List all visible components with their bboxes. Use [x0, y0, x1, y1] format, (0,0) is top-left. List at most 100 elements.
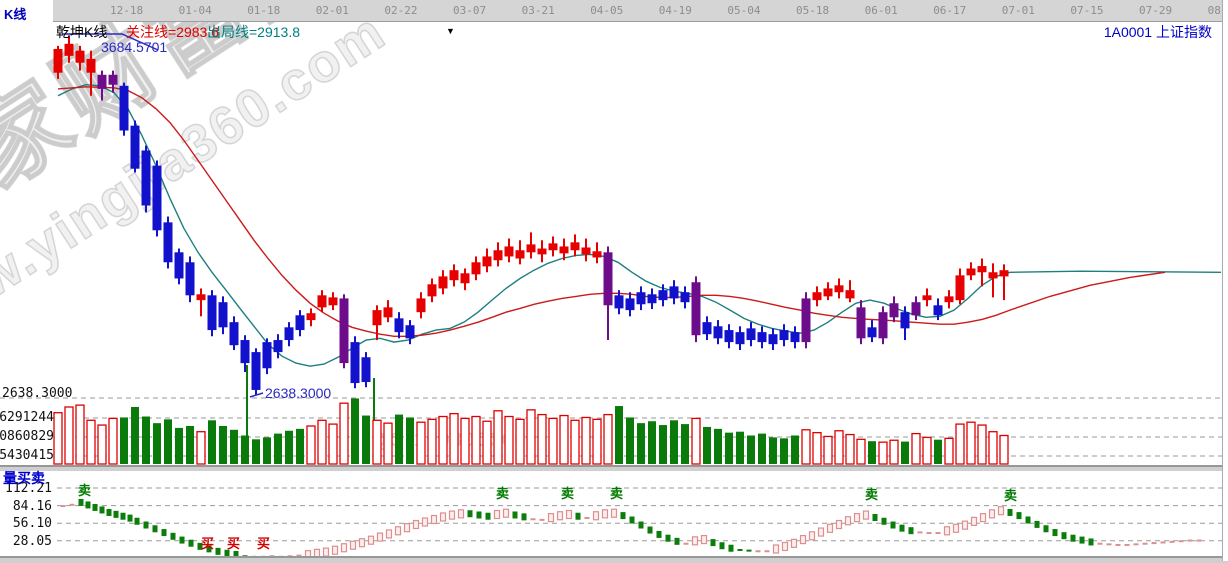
oscillator-dash: [1160, 541, 1166, 544]
oscillator-candle: [665, 534, 671, 542]
oscillator-candle: [961, 520, 969, 530]
candle-body: [438, 276, 448, 289]
right-scroll-strip[interactable]: [1222, 0, 1228, 561]
candle-body: [592, 251, 602, 258]
dropdown-marker-icon[interactable]: ▼: [446, 26, 455, 36]
buy-signal-label: 买: [257, 536, 271, 551]
volume-bar: [97, 424, 107, 465]
candle-body: [141, 150, 151, 206]
candle-body: [229, 322, 239, 346]
candle-body: [97, 74, 107, 89]
oscillator-candle: [485, 512, 491, 520]
volume-bar: [769, 437, 777, 464]
volume-bar: [812, 431, 822, 465]
volume-bar: [747, 435, 755, 464]
oscillator-axis-label: 112.21: [5, 481, 52, 496]
volume-bar: [351, 398, 359, 464]
candle-body: [262, 342, 272, 369]
oscillator-axis-label: 28.05: [12, 533, 52, 549]
volume-bar: [691, 417, 701, 465]
candle-body: [295, 315, 305, 331]
oscillator-candle: [620, 512, 626, 520]
oscillator-candle: [349, 540, 357, 550]
candle-body: [108, 74, 118, 85]
oscillator-dash: [69, 503, 75, 506]
oscillator-dash: [1187, 539, 1193, 542]
candle-body: [603, 252, 613, 306]
panel-separator: [0, 465, 1222, 471]
volume-bar: [241, 435, 249, 464]
oscillator-candle: [565, 509, 573, 520]
oscillator-candle: [979, 513, 987, 523]
volume-bar: [791, 435, 799, 464]
oscillator-candle: [403, 523, 411, 533]
candle-body: [834, 285, 844, 293]
oscillator-candle: [197, 542, 203, 550]
candle-body: [636, 292, 646, 305]
candle-body: [867, 327, 877, 338]
oscillator-dash: [764, 550, 770, 553]
candle-body: [163, 222, 173, 263]
oscillator-dash: [1169, 540, 1175, 543]
volume-bar: [504, 415, 514, 465]
volume-bar: [845, 433, 855, 465]
volume-bar: [615, 406, 623, 464]
sell-signal-label: 卖: [610, 486, 624, 501]
date-tick-label: 07-01: [1001, 4, 1035, 17]
oscillator-axis-label: 56.10: [12, 516, 52, 532]
candle-body: [878, 312, 888, 339]
symbol-title: 1A0001 上证指数: [1103, 24, 1212, 40]
oscillator-candle: [656, 530, 662, 538]
oscillator-candle: [493, 509, 501, 520]
volume-bar: [823, 435, 833, 465]
oscillator-candle: [113, 510, 119, 518]
oscillator-candle: [421, 517, 429, 527]
buy-signal-label: 买: [201, 536, 215, 551]
candle-body: [130, 125, 140, 169]
oscillator-candle: [1016, 512, 1022, 520]
oscillator-dash: [1115, 543, 1121, 546]
oscillator-candle: [817, 527, 825, 537]
candle-body: [845, 290, 855, 299]
candle-body: [911, 302, 921, 316]
candle-body: [53, 48, 63, 73]
oscillator-candle: [808, 531, 816, 541]
candle-body: [647, 294, 657, 304]
candle-body: [735, 332, 745, 345]
oscillator-candle: [547, 513, 555, 523]
date-tick-label: 04-19: [658, 4, 692, 17]
volume-bar: [449, 412, 459, 465]
volume-bar: [548, 417, 558, 465]
volume-bar: [131, 407, 139, 464]
volume-bar: [362, 415, 370, 464]
exit-line-value: 出局线=2913.8: [207, 24, 300, 40]
candle-body: [757, 332, 767, 343]
oscillator-candle: [394, 526, 402, 536]
oscillator-dash: [1196, 539, 1202, 542]
oscillator-dash: [1106, 543, 1112, 546]
sell-signal-label: 卖: [865, 487, 879, 502]
oscillator-candle: [502, 508, 510, 518]
peak-price-annotation: 3684.5701: [101, 39, 168, 55]
oscillator-candle: [638, 521, 644, 529]
volume-bar: [252, 439, 260, 464]
oscillator-candle: [674, 537, 680, 545]
oscillator-candle: [881, 517, 887, 525]
candle-body: [240, 340, 250, 364]
candle-body: [405, 325, 415, 339]
oscillator-dash: [683, 542, 689, 545]
oscillator-dash: [1142, 542, 1148, 545]
pane-label-kline: K线: [4, 7, 27, 22]
oscillator-candle: [457, 509, 465, 519]
date-axis-bar: 12-18 01-04 01-18 02-01 02-22 03-07 03-21 04-05…: [53, 0, 1228, 22]
oscillator-candle: [997, 506, 1005, 516]
volume-bar: [164, 419, 172, 464]
oscillator-candle: [512, 511, 518, 519]
candle-body: [581, 247, 591, 255]
sell-signal-label: 卖: [1004, 488, 1018, 503]
date-tick-label: 04-05: [590, 4, 624, 17]
volume-bar: [208, 420, 216, 464]
oscillator-candle: [647, 526, 653, 534]
